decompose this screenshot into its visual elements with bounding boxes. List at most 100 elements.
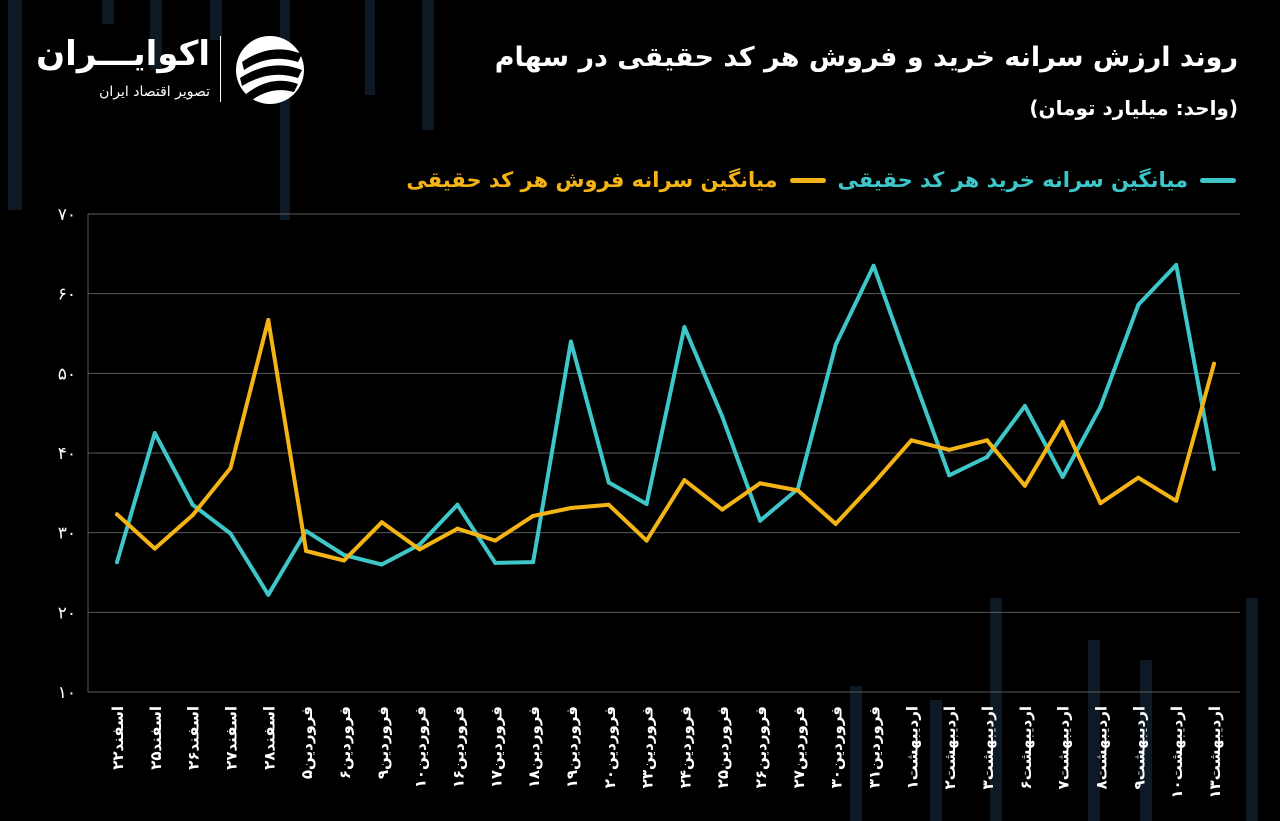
x-tick-label: اردیبهشت۱۳	[1206, 706, 1224, 799]
data-point-sell	[493, 538, 498, 543]
x-tick-label: فروردین۱۷	[487, 706, 505, 788]
data-point-sell	[720, 507, 725, 512]
data-point-sell	[1022, 483, 1027, 488]
data-point-buy	[455, 502, 460, 507]
data-point-sell	[1136, 475, 1141, 480]
data-point-buy	[909, 369, 914, 374]
logo-tagline: تصویر اقتصاد ایران	[99, 84, 210, 100]
y-tick-label: ۲۰	[58, 603, 76, 623]
legend-swatch-buy	[1200, 177, 1236, 183]
background-bar	[365, 0, 375, 95]
y-tick-label: ۷۰	[58, 205, 76, 225]
x-tick-label: اسفند۲۶	[185, 706, 203, 770]
legend-label-buy: میانگین سرانه خرید هر کد حقیقی	[837, 168, 1188, 192]
x-tick-label: فروردین۲۷	[790, 706, 808, 788]
logo: اکوایـــران تصویر اقتصاد ایران	[36, 30, 310, 110]
data-point-sell	[266, 317, 271, 322]
background-bar	[990, 598, 1002, 821]
data-point-buy	[568, 339, 573, 344]
background-bar	[210, 0, 222, 40]
x-tick-label: فروردین۲۴	[676, 706, 694, 788]
data-point-sell	[341, 558, 346, 563]
x-tick-label: اسفند۲۲	[109, 706, 127, 770]
data-point-sell	[909, 438, 914, 443]
x-tick-label: فروردین۱۸	[525, 706, 543, 788]
x-tick-label: فروردین۳۱	[866, 706, 884, 788]
data-point-buy	[947, 473, 952, 478]
data-point-sell	[947, 447, 952, 452]
x-tick-label: اردیبهشت۷	[1055, 706, 1073, 789]
data-point-sell	[115, 512, 119, 517]
data-point-sell	[379, 520, 384, 525]
x-tick-label: فروردین۱۰	[412, 706, 430, 788]
data-point-buy	[1098, 404, 1103, 409]
data-point-buy	[1060, 474, 1065, 479]
data-point-sell	[606, 502, 611, 507]
x-tick-label: اسفند۲۷	[222, 706, 240, 770]
x-tick-label: اسفند۲۵	[147, 706, 165, 770]
data-point-buy	[1174, 262, 1179, 267]
data-point-sell	[417, 547, 422, 552]
data-point-sell	[568, 505, 573, 510]
legend-item-sell: میانگین سرانه فروش هر کد حقیقی	[406, 168, 826, 192]
data-point-sell	[644, 538, 649, 543]
data-point-buy	[1022, 403, 1027, 408]
x-tick-label: فروردین۹	[374, 706, 392, 779]
data-point-buy	[190, 502, 195, 507]
logo-name: اکوایـــران	[36, 34, 210, 74]
chart-legend: میانگین سرانه خرید هر کد حقیقی میانگین س…	[406, 168, 1236, 192]
x-tick-label: اردیبهشت۶	[1017, 706, 1035, 789]
series-line-buy	[115, 263, 1216, 597]
data-point-sell	[795, 488, 800, 493]
y-tick-label: ۴۰	[58, 444, 76, 464]
data-point-buy	[379, 562, 384, 567]
x-tick-label: اسفند۲۸	[260, 706, 278, 770]
x-tick-label: اردیبهشت۱	[903, 706, 921, 789]
data-point-sell	[455, 526, 460, 531]
data-point-buy	[1136, 302, 1141, 307]
data-point-buy	[720, 414, 725, 419]
data-point-buy	[115, 560, 119, 565]
data-point-buy	[531, 560, 536, 565]
x-tick-label: فروردین۱۶	[449, 706, 467, 788]
data-point-buy	[304, 529, 309, 534]
x-tick-label: اردیبهشت۸	[1093, 706, 1111, 789]
legend-item-buy: میانگین سرانه خرید هر کد حقیقی	[838, 168, 1236, 192]
y-tick-label: ۳۰	[58, 524, 76, 544]
data-point-buy	[833, 342, 838, 347]
data-point-buy	[152, 431, 157, 436]
x-tick-label: اردیبهشت۱۰	[1168, 706, 1186, 799]
y-tick-label: ۱۰	[58, 683, 76, 703]
background-bar	[280, 0, 290, 220]
background-bar	[8, 0, 22, 210]
data-point-sell	[1098, 501, 1103, 506]
data-point-sell	[682, 478, 687, 483]
data-point-sell	[1212, 361, 1216, 366]
data-point-buy	[871, 263, 876, 268]
background-bar	[422, 0, 434, 130]
chart-title: روند ارزش سرانه خرید و فروش هر کد حقیقی …	[494, 42, 1238, 73]
data-point-sell	[758, 481, 763, 486]
data-point-sell	[228, 466, 233, 471]
ekoiran-logo-icon	[236, 36, 304, 104]
data-point-buy	[758, 518, 763, 523]
data-point-sell	[985, 438, 990, 443]
data-point-buy	[606, 480, 611, 485]
background-bar	[1246, 598, 1258, 821]
x-tick-label: اردیبهشت۳	[979, 706, 997, 789]
data-point-buy	[266, 592, 271, 597]
data-point-buy	[228, 531, 233, 536]
x-tick-label: فروردین۶	[336, 706, 354, 779]
series-line-sell	[115, 318, 1216, 563]
background-bar	[1088, 640, 1100, 821]
background-bar	[102, 0, 114, 24]
x-tick-label: فروردین۲۰	[601, 706, 619, 788]
x-tick-label: اردیبهشت۹	[1130, 706, 1148, 789]
data-point-sell	[152, 546, 157, 551]
logo-divider	[220, 36, 221, 102]
data-point-sell	[304, 548, 309, 553]
data-point-sell	[1060, 419, 1065, 424]
data-point-sell	[190, 513, 195, 518]
